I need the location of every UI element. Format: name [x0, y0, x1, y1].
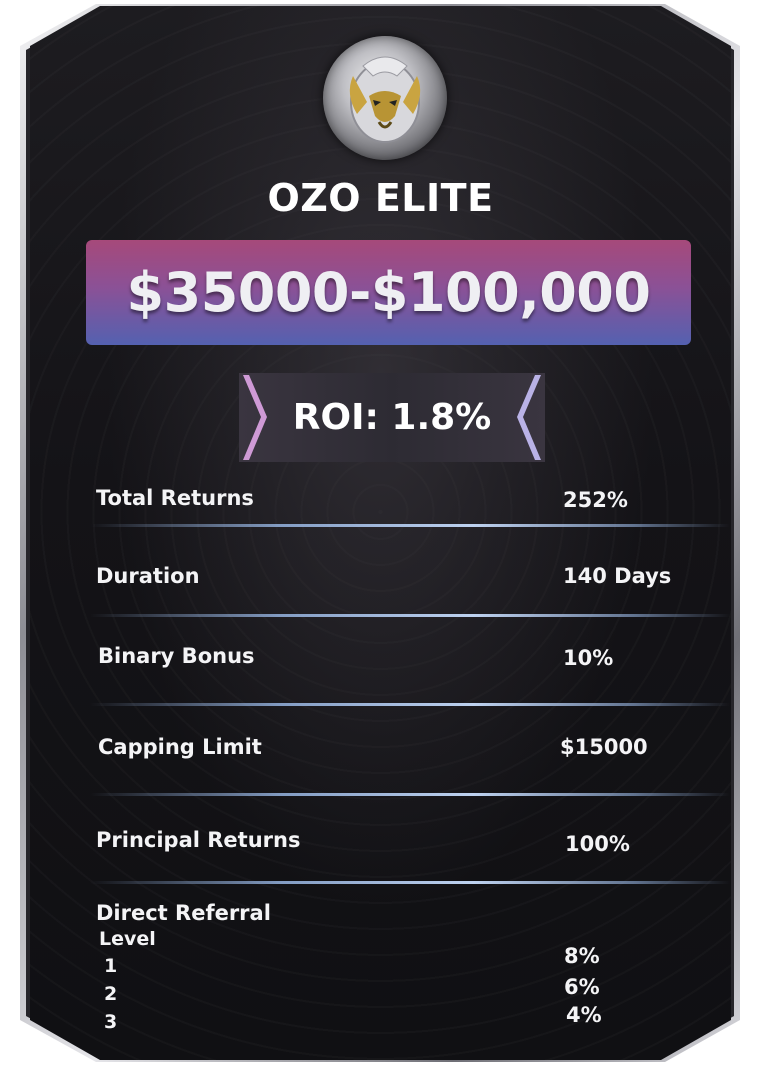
referral-level-number: 1 — [104, 955, 118, 977]
detail-value-capping-limit: $15000 — [560, 735, 648, 759]
dragon-emblem-icon — [323, 36, 447, 160]
detail-value-total-returns: 252% — [563, 488, 628, 512]
referral-level-value: 6% — [564, 975, 600, 999]
price-range-banner: $35000-$100,000 — [86, 240, 691, 345]
row-divider — [90, 524, 730, 527]
row-divider — [90, 793, 730, 796]
row-divider — [90, 881, 730, 884]
referral-level-number: 2 — [104, 983, 118, 1005]
card-body — [30, 6, 731, 1060]
detail-label-binary-bonus: Binary Bonus — [98, 644, 255, 668]
referral-level-value: 8% — [564, 944, 600, 968]
referral-level-number: 3 — [104, 1011, 118, 1033]
referral-level-header: Level — [99, 928, 156, 950]
detail-value-binary-bonus: 10% — [563, 646, 614, 670]
detail-value-principal-returns: 100% — [565, 832, 630, 856]
roi-badge: ROI: 1.8% — [239, 373, 545, 462]
roi-value: ROI: 1.8% — [292, 397, 492, 438]
detail-value-duration: 140 Days — [563, 564, 672, 588]
detail-label-total-returns: Total Returns — [96, 486, 254, 510]
detail-label-duration: Duration — [96, 564, 200, 588]
row-divider — [90, 614, 730, 617]
detail-label-principal-returns: Principal Returns — [96, 828, 301, 852]
plan-title: OZO ELITE — [267, 176, 494, 220]
price-range: $35000-$100,000 — [126, 261, 651, 324]
referral-label: Direct Referral — [96, 901, 271, 925]
chevron-right-icon — [243, 375, 267, 460]
referral-level-value: 4% — [566, 1003, 602, 1027]
row-divider — [90, 703, 730, 706]
chevron-left-icon — [517, 375, 541, 460]
detail-label-capping-limit: Capping Limit — [98, 735, 262, 759]
